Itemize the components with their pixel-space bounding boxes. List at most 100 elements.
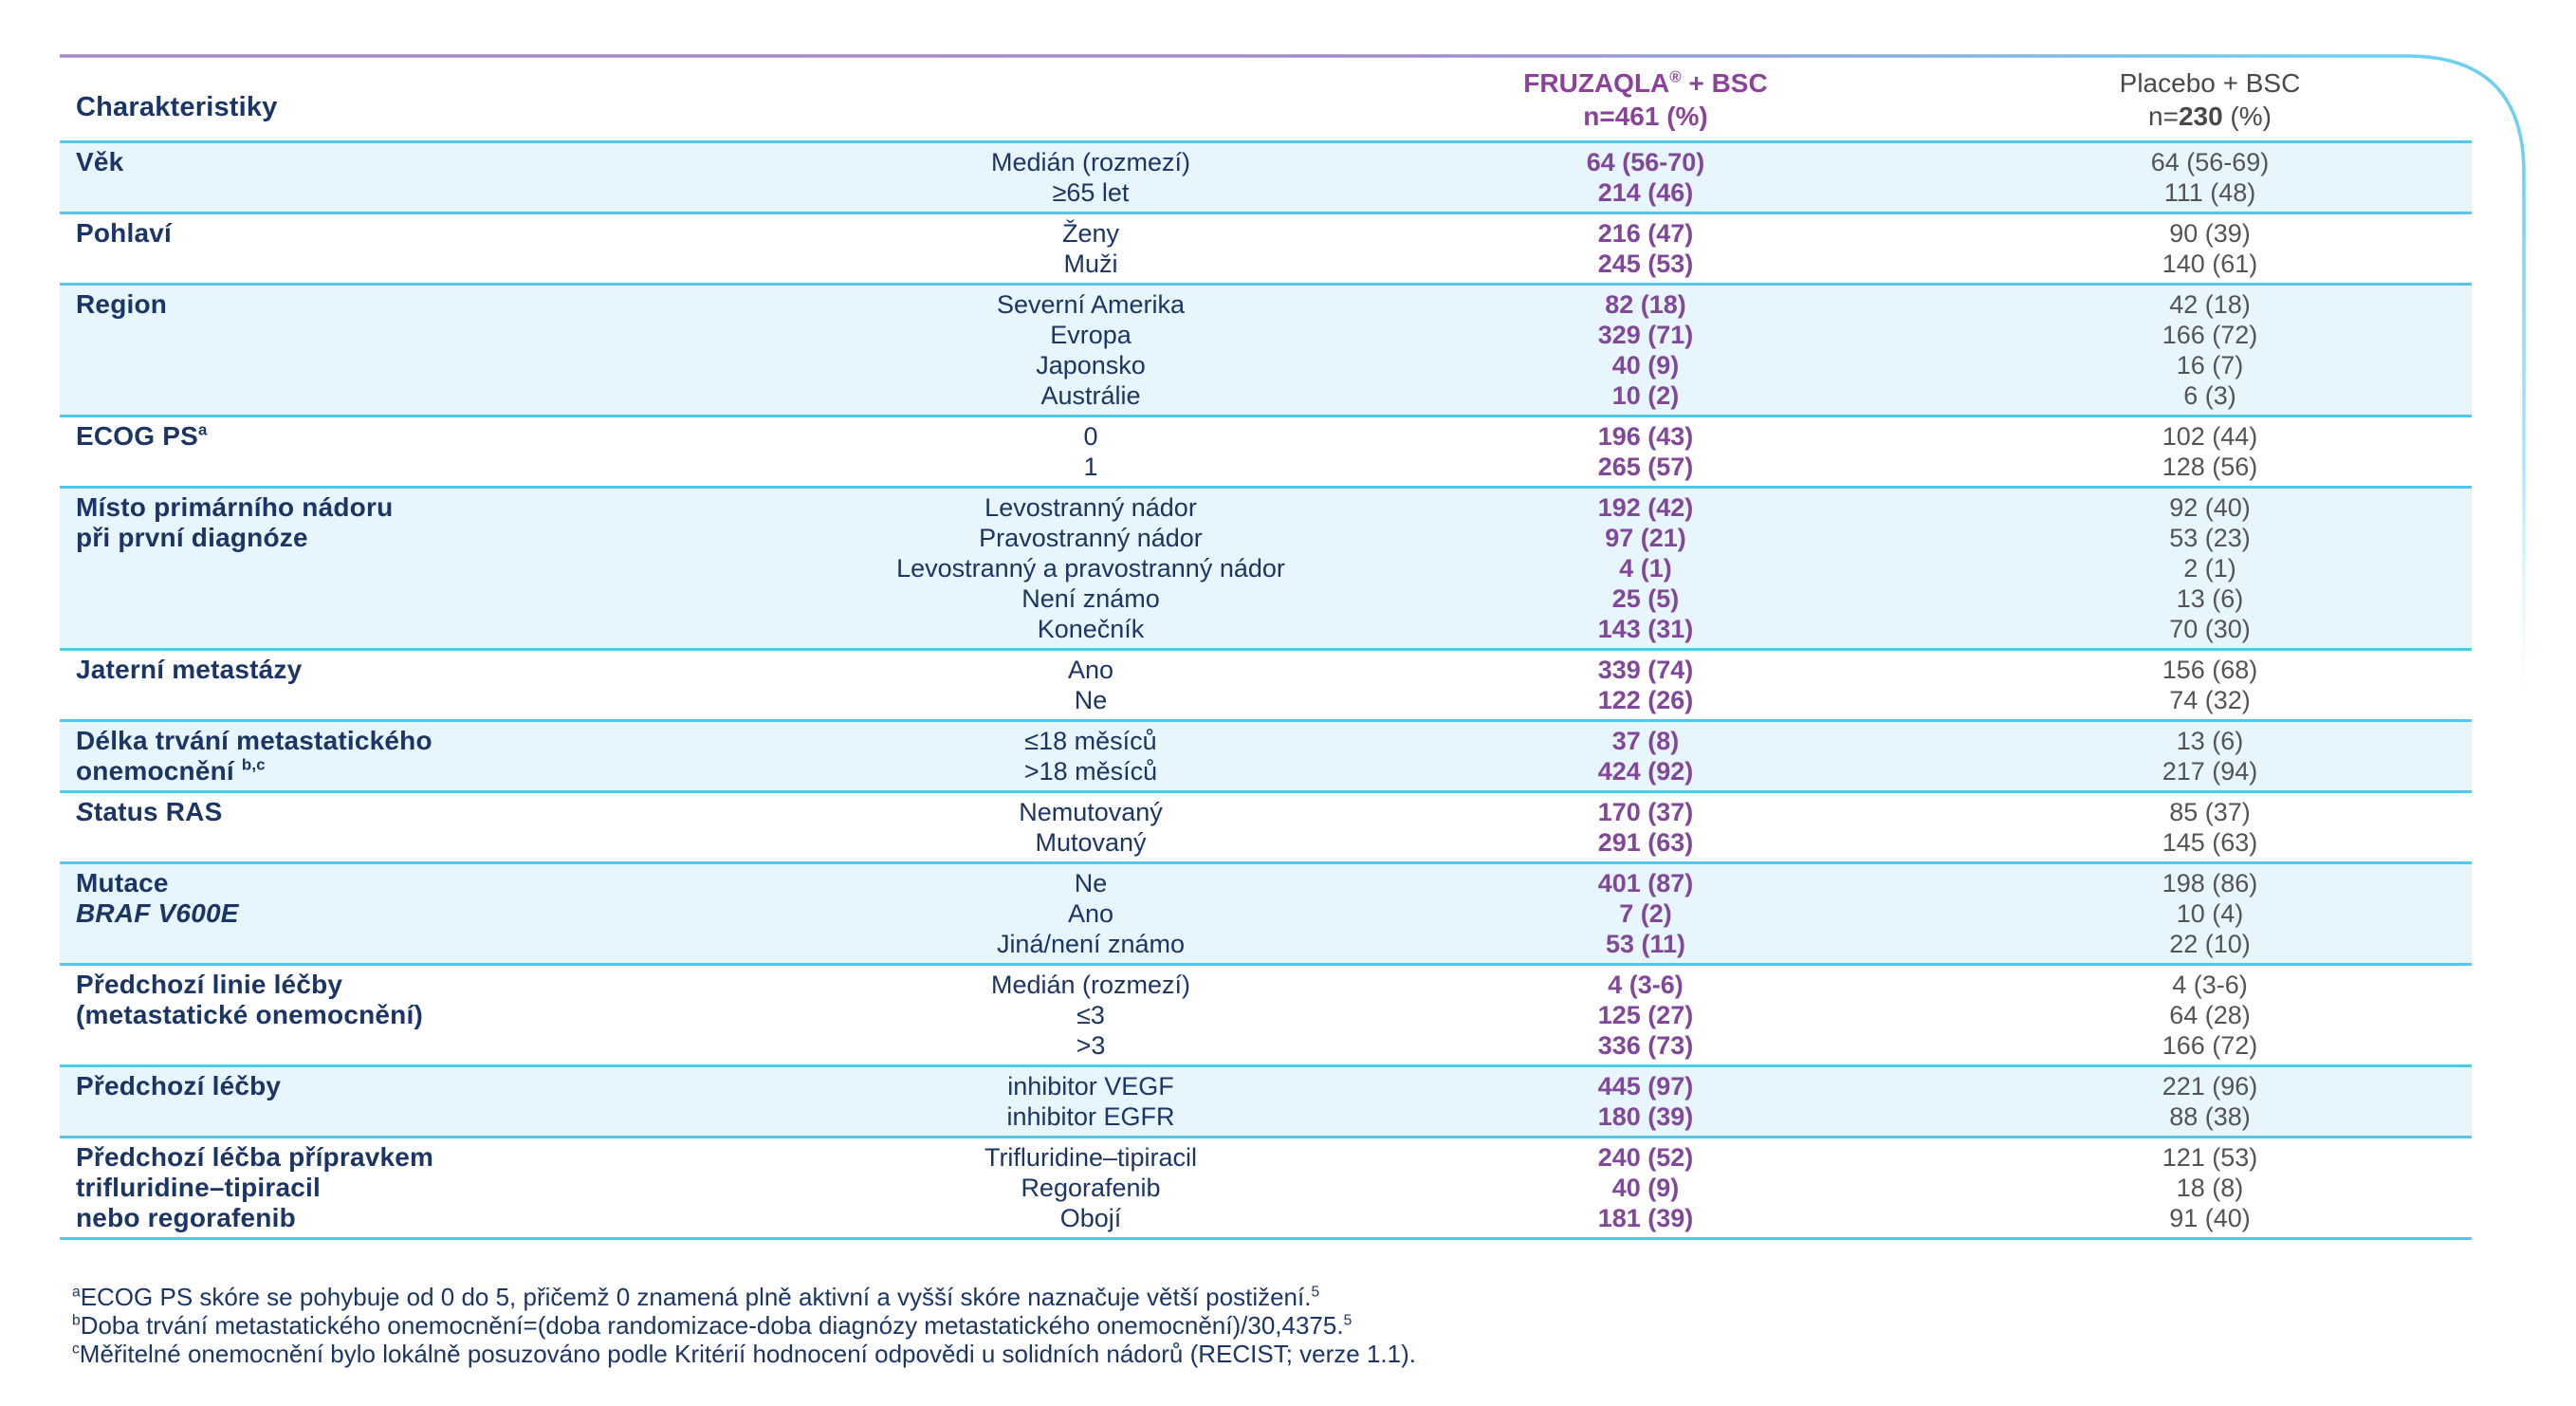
value-line: 10 (4) xyxy=(2176,899,2244,928)
value-line: >3 xyxy=(1076,1031,1106,1060)
text-segment: Věk xyxy=(76,147,124,176)
row-label-line: trifluridine–tipiracil xyxy=(76,1173,838,1203)
row-label-line: Předchozí linie léčby xyxy=(76,970,838,1000)
value-line: Ne xyxy=(1074,686,1108,714)
value-line: 6 (3) xyxy=(2183,381,2236,410)
row-label-cell: Region xyxy=(60,289,838,411)
row-label-line: Region xyxy=(76,289,838,320)
superscript: ® xyxy=(1669,67,1682,86)
value-line: 122 (26) xyxy=(1597,686,1694,714)
value-line: Obojí xyxy=(1059,1204,1122,1232)
row-label-cell: Pohlaví xyxy=(60,218,838,279)
fruzaqla-value-cell: 401 (87) 7 (2) 53 (11) xyxy=(1343,868,1948,959)
table-row: Předchozí léčba přípravkem trifluridine–t… xyxy=(60,1136,2472,1240)
value-line: Ano xyxy=(1067,656,1114,684)
row-label-cell: Předchozí léčby xyxy=(60,1071,838,1132)
value-line: 140 (61) xyxy=(2162,250,2258,278)
value-line: 13 (6) xyxy=(2176,727,2244,755)
fruzaqla-value-cell: 445 (97) 180 (39) xyxy=(1343,1071,1948,1132)
value-line: 180 (39) xyxy=(1597,1102,1694,1131)
header-placebo-column: Placebo + BSC n=230 (%) xyxy=(1948,66,2472,140)
row-label-line: Délka trvání metastatického xyxy=(76,726,838,756)
value-line: 13 (6) xyxy=(2176,584,2244,613)
value-line: 217 (94) xyxy=(2162,757,2258,786)
value-line: 102 (44) xyxy=(2162,422,2258,451)
table-row: Předchozí léčby inhibitor VEGF inhibitor E… xyxy=(60,1064,2472,1136)
value-line: 125 (27) xyxy=(1597,1001,1694,1029)
fruzaqla-value-cell: 196 (43) 265 (57) xyxy=(1343,421,1948,482)
text-segment: (metastatické onemocnění) xyxy=(76,1000,423,1029)
value-line: 121 (53) xyxy=(2162,1143,2258,1172)
value-line: 329 (71) xyxy=(1597,321,1694,349)
value-line: 196 (43) xyxy=(1597,422,1694,451)
row-label-cell: Mutace BRAF V600E xyxy=(60,868,838,959)
value-line: 214 (46) xyxy=(1597,178,1694,207)
row-label-line: nebo regorafenib xyxy=(76,1203,838,1233)
header-fruzaqla-n: n=461 (%) xyxy=(1343,100,1948,133)
value-line: Ano xyxy=(1067,899,1114,928)
table-row: Status RAS Nemutovaný Mutovaný 170 (37) 291 … xyxy=(60,790,2472,861)
placebo-value-cell: 85 (37) 145 (63) xyxy=(1948,797,2472,858)
footnote: cMěřitelné onemocnění bylo lokálně posuz… xyxy=(72,1340,1416,1368)
value-line: ≤18 měsíců xyxy=(1024,727,1157,755)
value-line: 245 (53) xyxy=(1597,250,1694,278)
value-line: 22 (10) xyxy=(2169,930,2251,958)
value-line: 74 (32) xyxy=(2169,686,2251,714)
row-label-cell: Věk xyxy=(60,147,838,208)
text-segment: Jaterní metastázy xyxy=(76,655,303,684)
placebo-value-cell: 64 (56-69) 111 (48) xyxy=(1948,147,2472,208)
superscript: b,c xyxy=(241,755,266,774)
category-cell: inhibitor VEGF inhibitor EGFR xyxy=(838,1071,1343,1132)
value-line: 216 (47) xyxy=(1597,219,1694,248)
row-label-line: ECOG PSa xyxy=(76,421,838,452)
table-row: Region Severní Amerika Evropa Japonsko Austr… xyxy=(60,283,2472,415)
value-line: 2 (1) xyxy=(2183,554,2236,583)
value-line: Není známo xyxy=(1021,584,1160,613)
value-line: Levostranný a pravostranný nádor xyxy=(896,554,1285,583)
value-line: 10 (2) xyxy=(1611,381,1680,410)
value-line: Nemutovaný xyxy=(1019,798,1163,826)
value-line: Muži xyxy=(1063,250,1118,278)
row-label-line: Místo primárního nádoru xyxy=(76,492,838,523)
fruzaqla-value-cell: 37 (8) 424 (92) xyxy=(1343,726,1948,786)
category-cell: Trifluridine–tipiracil Regorafenib Obojí xyxy=(838,1142,1343,1233)
value-line: Evropa xyxy=(1050,321,1132,349)
text-segment: tatus RAS xyxy=(93,797,223,826)
value-line: 128 (56) xyxy=(2162,453,2258,481)
fruzaqla-value-cell: 192 (42) 97 (21) 4 (1) 25 (5) 143 (31) xyxy=(1343,492,1948,644)
text-segment: BRAF V600E xyxy=(76,898,239,928)
text-segment: Místo primárního nádoru xyxy=(76,492,394,522)
value-line: 70 (30) xyxy=(2169,615,2251,643)
value-line: Regorafenib xyxy=(1021,1174,1161,1202)
value-line: ≥65 let xyxy=(1052,178,1130,207)
footnotes: aECOG PS skóre se pohybuje od 0 do 5, př… xyxy=(72,1283,1416,1368)
row-label-line: Mutace xyxy=(76,868,838,898)
value-line: 339 (74) xyxy=(1597,656,1694,684)
value-line: 221 (96) xyxy=(2162,1072,2258,1101)
category-cell: ≤18 měsíců >18 měsíců xyxy=(838,726,1343,786)
value-line: inhibitor VEGF xyxy=(1007,1072,1174,1101)
row-label-line: Předchozí léčba přípravkem xyxy=(76,1142,838,1173)
fruzaqla-value-cell: 64 (56-70) 214 (46) xyxy=(1343,147,1948,208)
value-line: 92 (40) xyxy=(2169,493,2251,522)
superscript: a xyxy=(72,1284,81,1301)
value-line: 64 (56-69) xyxy=(2150,148,2270,176)
value-line: 424 (92) xyxy=(1597,757,1694,786)
header-fruzaqla-title: FRUZAQLA® + BSC xyxy=(1343,66,1948,100)
value-line: Japonsko xyxy=(1036,351,1146,379)
value-line: 401 (87) xyxy=(1597,869,1694,897)
value-line: 166 (72) xyxy=(2162,1031,2258,1060)
value-line: inhibitor EGFR xyxy=(1006,1102,1175,1131)
value-line: 53 (11) xyxy=(1605,930,1686,958)
value-line: 1 xyxy=(1083,453,1098,481)
text-segment: 230 xyxy=(2178,102,2223,131)
value-line: 7 (2) xyxy=(1619,899,1672,928)
placebo-value-cell: 13 (6) 217 (94) xyxy=(1948,726,2472,786)
value-line: 64 (56-70) xyxy=(1586,148,1705,176)
row-label-cell: Místo primárního nádoru při první diagnóz… xyxy=(60,492,838,644)
value-line: Ženy xyxy=(1061,219,1120,248)
row-label-cell: Status RAS xyxy=(60,797,838,858)
text-segment: Pohlaví xyxy=(76,218,172,248)
